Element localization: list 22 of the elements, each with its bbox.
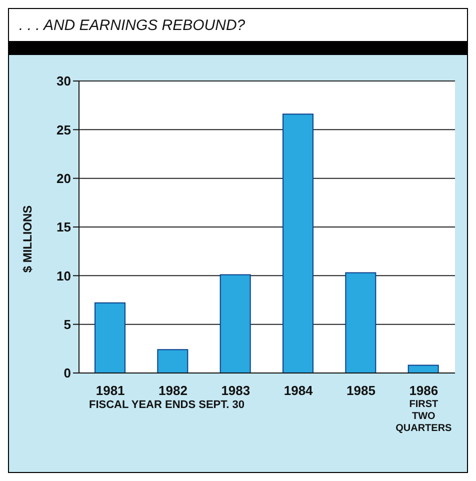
text: FISCAL YEAR ENDS SEPT. 30 (89, 399, 244, 411)
x-tick-label: 1984 (284, 383, 314, 398)
bar (408, 364, 439, 373)
y-axis-title: $ MILLIONS (21, 205, 35, 273)
bar (282, 114, 314, 373)
x-tick-label: 1985 (346, 383, 376, 398)
x-tick-label: 1983 (221, 383, 250, 398)
y-tick-label: 30 (56, 74, 71, 89)
x-tick-label: 1982 (158, 383, 188, 398)
x-tick-label: 1981 (96, 383, 125, 398)
bar (220, 274, 251, 373)
y-tick-label: 0 (64, 366, 71, 381)
y-tick-label: 25 (56, 122, 71, 138)
y-tick-label: 15 (56, 220, 71, 235)
chart-title: . . . AND EARNINGS REBOUND? (9, 9, 467, 55)
y-tick-label: 20 (56, 170, 71, 186)
y-tick-label: 10 (56, 268, 71, 284)
y-tick-label: 5 (64, 316, 71, 332)
bar (157, 349, 188, 373)
x-tick-label: 1986 FIRST TWO QUARTERS (396, 383, 452, 434)
bar (94, 302, 126, 373)
bar (345, 272, 376, 373)
